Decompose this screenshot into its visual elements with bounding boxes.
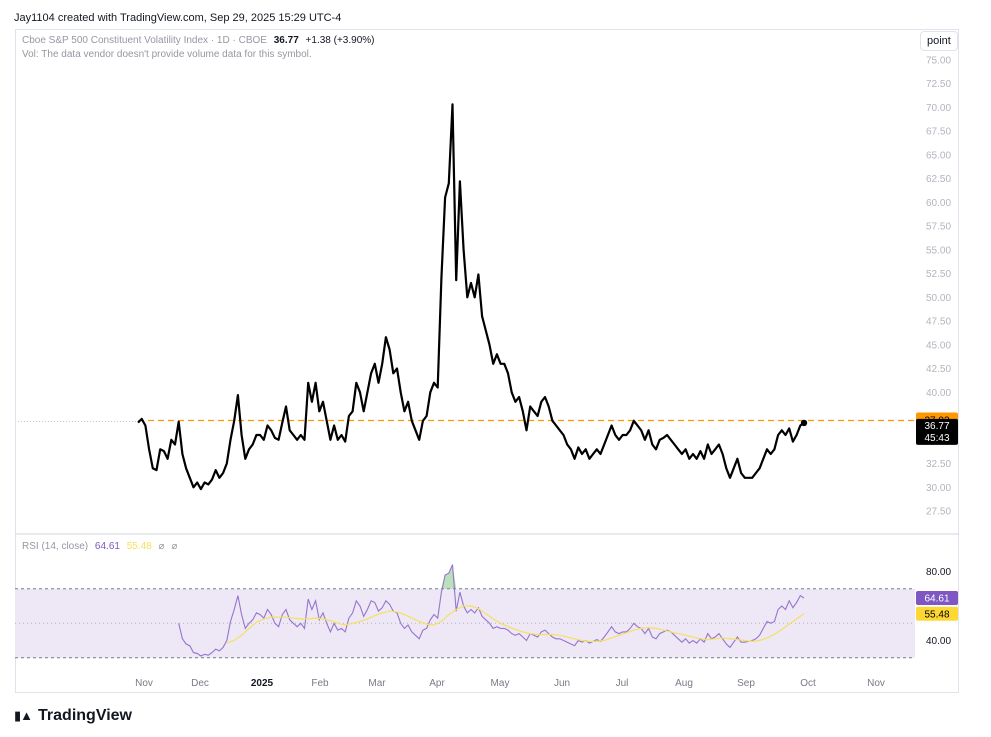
rsi-ma-legend-value: 55.48 xyxy=(126,541,152,552)
time-axis-tick: Mar xyxy=(368,678,386,689)
rsi-legend: RSI (14, close) 64.61 55.48 ⌀ ⌀ xyxy=(22,541,177,552)
rsi-ma-line xyxy=(226,605,805,644)
rsi-ma-badge-label: 55.48 xyxy=(924,609,949,620)
rsi-ma-badge xyxy=(916,606,958,621)
time-axis-tick: Dec xyxy=(191,678,209,689)
price-axis-tick: 47.50 xyxy=(926,317,951,328)
last-price: 36.77 xyxy=(273,35,299,46)
rsi-axis-tick: 80.00 xyxy=(926,567,951,578)
rsi-series-line xyxy=(178,564,805,657)
rsi-badge-label: 64.61 xyxy=(924,594,949,605)
price-axis-tick: 70.00 xyxy=(926,103,951,114)
price-axis-tick: 57.50 xyxy=(926,222,951,233)
rsi-legend-value: 64.61 xyxy=(94,541,120,552)
time-axis-tick: Nov xyxy=(135,678,153,689)
price-axis-tick: 30.00 xyxy=(926,483,951,494)
price-change: +1.38 (+3.90%) xyxy=(305,35,375,46)
price-axis-tick: 60.00 xyxy=(926,198,951,209)
time-axis-tick: Jul xyxy=(616,678,629,689)
price-axis-tick: 52.50 xyxy=(926,269,951,280)
countdown-label: 45:43 xyxy=(924,433,949,444)
rsi-extra-2: ⌀ xyxy=(171,541,178,552)
last-price-dot xyxy=(800,419,808,427)
symbol-legend: Cboe S&P 500 Constituent Volatility Inde… xyxy=(22,35,374,46)
time-axis-tick: Oct xyxy=(800,678,816,689)
rsi-axis-tick: 40.00 xyxy=(926,636,951,647)
price-axis-tick: 50.00 xyxy=(926,293,951,304)
price-axis-tick: 27.50 xyxy=(926,507,951,518)
price-axis-tick: 67.50 xyxy=(926,127,951,138)
rsi-label: RSI (14, close) xyxy=(22,541,89,552)
tradingview-wordmark: TradingView xyxy=(38,707,132,724)
price-axis-tick: 55.00 xyxy=(926,245,951,256)
scale-mode-button[interactable]: point xyxy=(920,31,958,51)
chart-frame xyxy=(15,29,959,693)
price-axis-tick: 62.50 xyxy=(926,174,951,185)
price-axis-tick: 40.00 xyxy=(926,388,951,399)
price-axis-tick: 72.50 xyxy=(926,79,951,90)
volume-note: Vol: The data vendor doesn't provide vol… xyxy=(22,49,312,60)
time-axis-tick: Nov xyxy=(867,678,885,689)
tradingview-logo-icon: ▮▲ xyxy=(14,708,33,723)
time-axis-tick: Jun xyxy=(554,678,570,689)
last-price-badge xyxy=(916,418,958,445)
price-axis-tick: 65.00 xyxy=(926,150,951,161)
tradingview-logo: ▮▲ TradingView xyxy=(14,707,132,725)
time-axis-tick: Feb xyxy=(311,678,329,689)
price-axis-tick: 32.50 xyxy=(926,459,951,470)
price-axis-tick: 42.50 xyxy=(926,364,951,375)
time-axis-tick: 2025 xyxy=(251,678,274,689)
rsi-extra-1: ⌀ xyxy=(158,541,165,552)
last-price-badge-label: 36.77 xyxy=(924,421,949,432)
time-axis-tick: Sep xyxy=(737,678,755,689)
rsi-band-fill xyxy=(15,588,915,658)
rsi-badge xyxy=(916,591,958,606)
price-axis-tick: 45.00 xyxy=(926,340,951,351)
price-axis-tick: 75.00 xyxy=(926,55,951,66)
time-axis-tick: Aug xyxy=(675,678,693,689)
time-axis-tick: May xyxy=(491,678,510,689)
price-series-line xyxy=(137,103,805,491)
symbol-name: Cboe S&P 500 Constituent Volatility Inde… xyxy=(22,35,267,46)
chart-credit: Jay1104 created with TradingView.com, Se… xyxy=(14,12,342,24)
time-axis-tick: Apr xyxy=(429,678,445,689)
